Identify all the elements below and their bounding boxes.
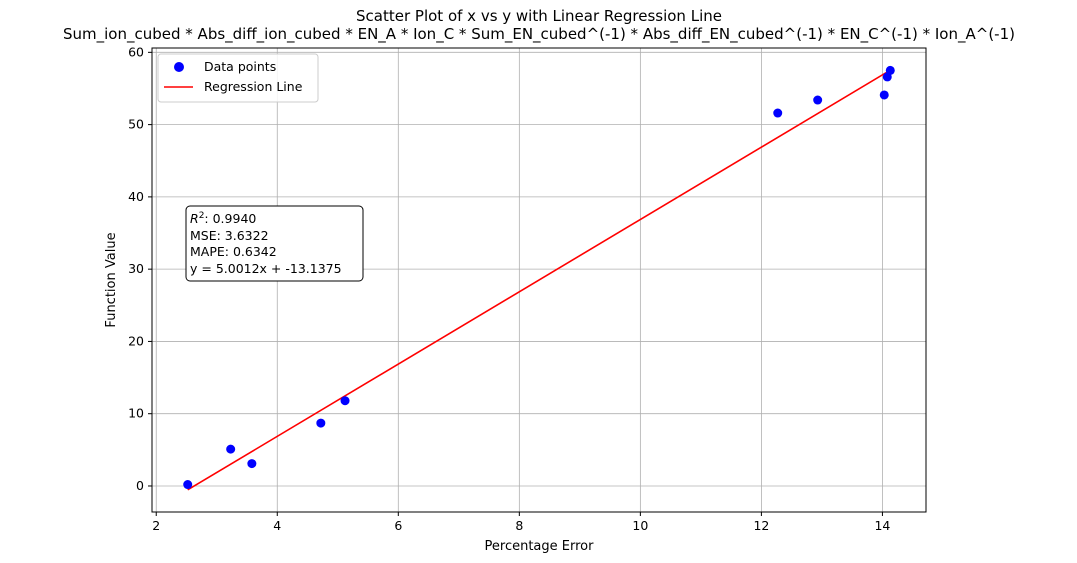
x-tick-label: 6	[394, 518, 402, 533]
regression-line	[187, 69, 891, 491]
chart-subtitle: Sum_ion_cubed * Abs_diff_ion_cubed * EN_…	[63, 25, 1015, 44]
legend-box	[157, 53, 319, 103]
stats-mse: MSE: 3.6322	[190, 228, 269, 243]
chart-title: Scatter Plot of x vs y with Linear Regre…	[356, 7, 722, 25]
data-point	[183, 480, 193, 490]
y-tick-label: 50	[128, 117, 144, 132]
legend-label-data-points: Data points	[204, 59, 276, 74]
legend: Data points Regression Line	[157, 53, 319, 103]
axis-ticks: 2 4 6 8 10 12 14 0 10 20 30 40 50 60	[128, 44, 890, 533]
x-tick-label: 10	[632, 518, 648, 533]
data-point	[340, 396, 350, 406]
data-point	[773, 108, 783, 118]
stats-box-frame	[185, 205, 364, 282]
y-tick-label: 10	[128, 406, 144, 421]
y-tick-label: 40	[128, 189, 144, 204]
x-tick-label: 4	[273, 518, 281, 533]
data-point	[879, 90, 889, 100]
y-tick-label: 0	[136, 478, 144, 493]
x-tick-label: 8	[515, 518, 523, 533]
y-tick-label: 60	[128, 44, 144, 59]
regression-line-layer	[187, 69, 891, 491]
data-point	[316, 418, 326, 428]
data-points-layer	[183, 65, 895, 490]
stats-box: R2: 0.9940 MSE: 3.6322 MAPE: 0.6342 y = …	[185, 205, 364, 282]
y-axis-label: Function Value	[104, 232, 119, 327]
y-tick-label: 30	[128, 261, 144, 276]
x-tick-label: 2	[152, 518, 160, 533]
plot-frame	[151, 47, 927, 513]
stats-mape: MAPE: 0.6342	[190, 244, 277, 259]
data-point	[247, 459, 257, 469]
x-axis-label: Percentage Error	[485, 539, 595, 554]
legend-label-regression-line: Regression Line	[204, 79, 303, 94]
x-tick-label: 14	[874, 518, 890, 533]
stats-r2: R2: 0.9940	[190, 211, 256, 226]
y-tick-label: 20	[128, 333, 144, 348]
data-point	[813, 95, 823, 105]
data-point	[885, 65, 895, 75]
stats-equation: y = 5.0012x + -13.1375	[190, 261, 342, 276]
x-tick-label: 12	[753, 518, 769, 533]
legend-marker-data-points	[174, 62, 184, 72]
data-point	[226, 444, 236, 454]
